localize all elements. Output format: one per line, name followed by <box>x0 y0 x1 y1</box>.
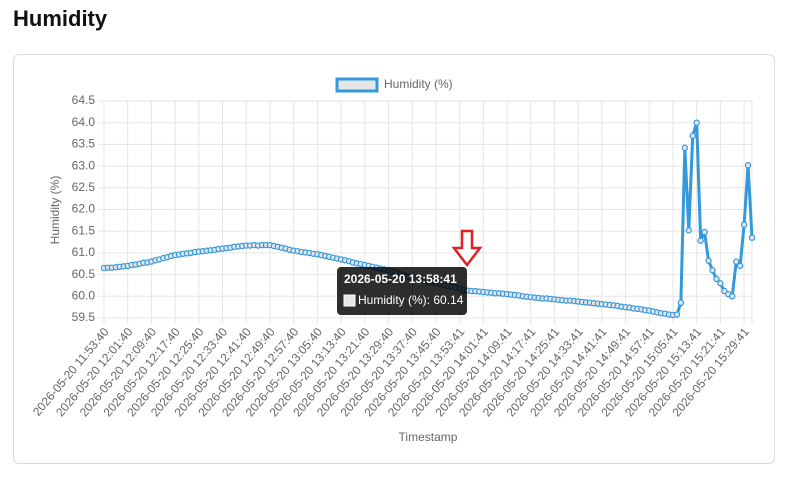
point <box>689 132 696 139</box>
y-tick-label: 64.5 <box>72 93 96 107</box>
y-tick-label: 60.0 <box>72 288 96 302</box>
point <box>748 234 756 241</box>
point <box>729 293 736 300</box>
point <box>740 221 748 228</box>
arrow-annotation <box>451 229 483 268</box>
y-tick-label: 63.5 <box>72 137 96 151</box>
point <box>736 262 744 270</box>
y-tick-label: 62.0 <box>72 202 96 216</box>
y-tick-label: 59.5 <box>72 310 96 324</box>
y-tick-label: 63.0 <box>72 158 96 172</box>
point <box>713 275 720 283</box>
y-axis-title: Humidity (%) <box>48 176 62 245</box>
legend-swatch <box>335 77 379 93</box>
point <box>732 258 740 265</box>
chart-card <box>13 54 775 464</box>
point <box>681 144 689 152</box>
tooltip-box <box>337 267 467 315</box>
point <box>709 267 716 274</box>
point <box>677 299 685 307</box>
point <box>744 162 752 169</box>
page-heading: Humidity <box>13 6 108 31</box>
y-tick-label: 64.0 <box>72 115 96 129</box>
point <box>697 237 704 244</box>
x-axis-title: Timestamp <box>399 430 458 444</box>
tooltip-title: 2026-05-20 13:58:41 <box>344 272 457 286</box>
point <box>673 311 681 318</box>
point <box>705 257 712 264</box>
point <box>701 228 708 236</box>
point <box>693 119 700 126</box>
legend-label: Humidity (%) <box>384 77 453 91</box>
y-tick-label: 60.5 <box>72 267 96 281</box>
grid <box>98 100 753 324</box>
tooltip-swatch <box>343 294 356 307</box>
tooltip: 2026-05-20 13:58:41 Humidity (%): 60.14 <box>337 267 467 315</box>
y-tick-label: 61.5 <box>72 223 96 237</box>
y-tick-label: 62.5 <box>72 180 96 194</box>
tooltip-label: Humidity (%): 60.14 <box>358 293 464 307</box>
point <box>685 227 692 234</box>
point <box>717 280 724 287</box>
y-tick-label: 61.0 <box>72 245 96 259</box>
